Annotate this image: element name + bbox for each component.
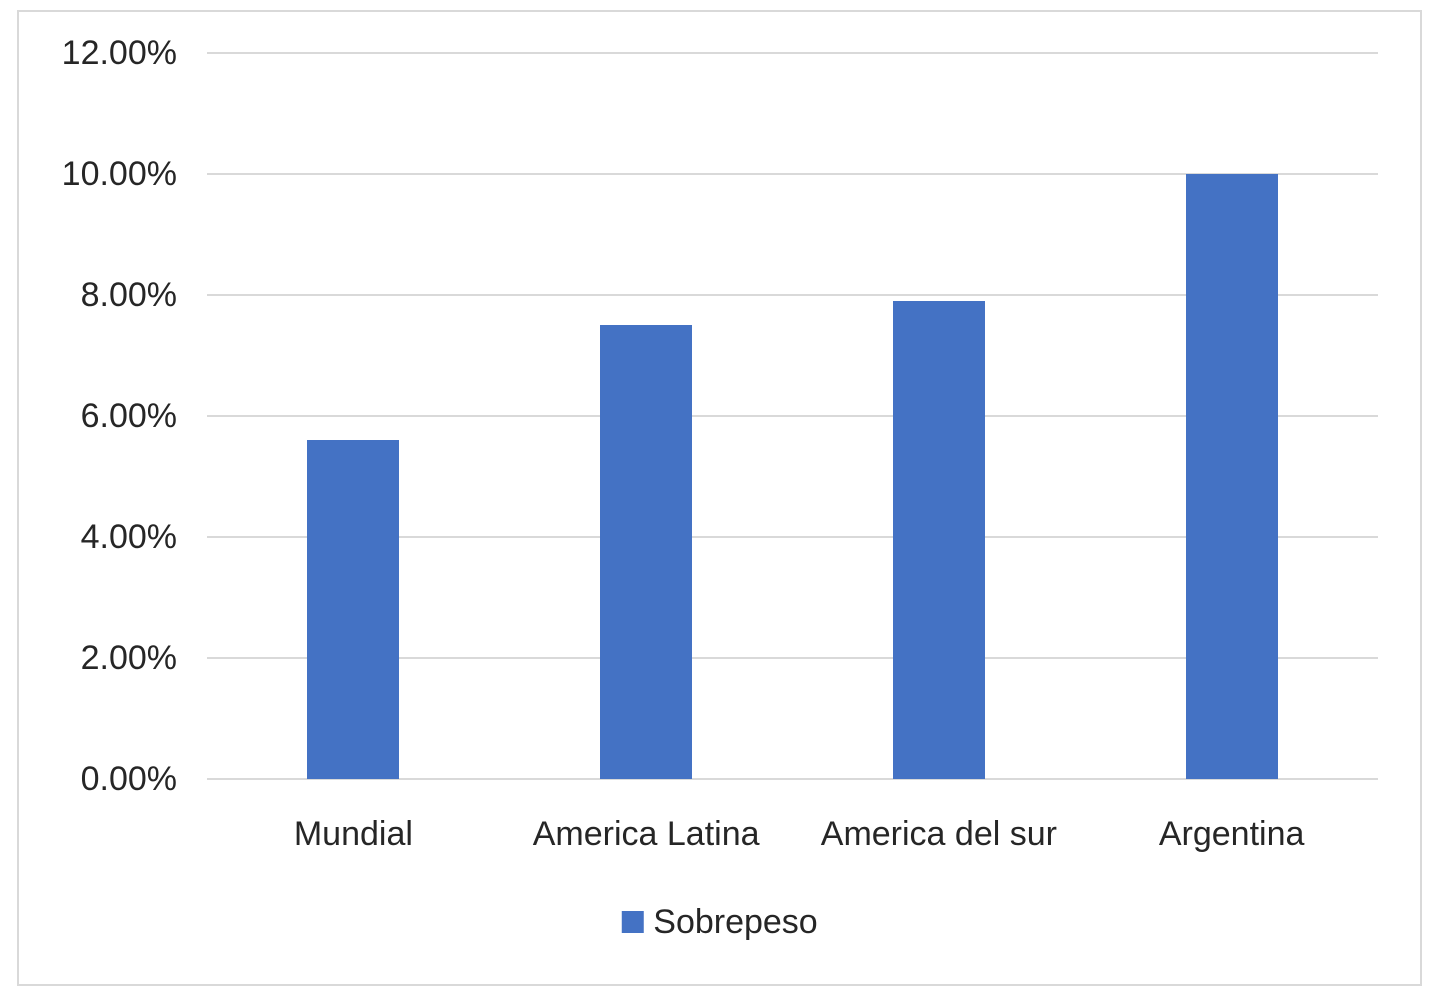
- y-axis-tick-label-8.00%: 8.00%: [80, 276, 177, 314]
- bar-america-del-sur: [892, 301, 985, 779]
- chart-frame: 0.00% 2.00% 4.00% 6.00% 8.00% 10.00% 12.00% Mun…: [17, 10, 1422, 986]
- y-axis-tick-label-2.00%: 2.00%: [80, 639, 177, 677]
- gridline-2.00%: [207, 657, 1378, 659]
- gridline-6.00%: [207, 415, 1378, 417]
- x-axis-category-label-argentina: Argentina: [1158, 815, 1305, 853]
- plot-area: 0.00% 2.00% 4.00% 6.00% 8.00% 10.00% 12.00% Mun…: [62, 36, 1378, 853]
- bar-argentina: [1185, 174, 1278, 779]
- legend-label-sobrepeso: Sobrepeso: [653, 903, 818, 941]
- y-axis-tick-label-10.00%: 10.00%: [61, 155, 177, 193]
- bar-america-latina: [600, 325, 693, 779]
- gridline-12.00%: [207, 52, 1378, 54]
- bar-mundial: [307, 440, 400, 779]
- gridline-0.00%: [207, 778, 1378, 780]
- x-axis-category-label-mundial: Mundial: [293, 815, 413, 853]
- gridline-8.00%: [207, 294, 1378, 296]
- legend: Sobrepeso: [621, 903, 818, 941]
- y-axis-tick-label-4.00%: 4.00%: [80, 518, 177, 556]
- legend-swatch-sobrepeso: [621, 911, 644, 933]
- x-axis-category-label-america-latina: America Latina: [532, 815, 760, 853]
- y-axis-tick-label-12.00%: 12.00%: [61, 34, 177, 72]
- gridline-10.00%: [207, 173, 1378, 175]
- gridline-4.00%: [207, 536, 1378, 538]
- y-axis-tick-label-6.00%: 6.00%: [80, 397, 177, 435]
- x-axis-category-label-america-del-sur: America del sur: [820, 815, 1057, 853]
- y-axis-tick-label-0.00%: 0.00%: [80, 760, 177, 798]
